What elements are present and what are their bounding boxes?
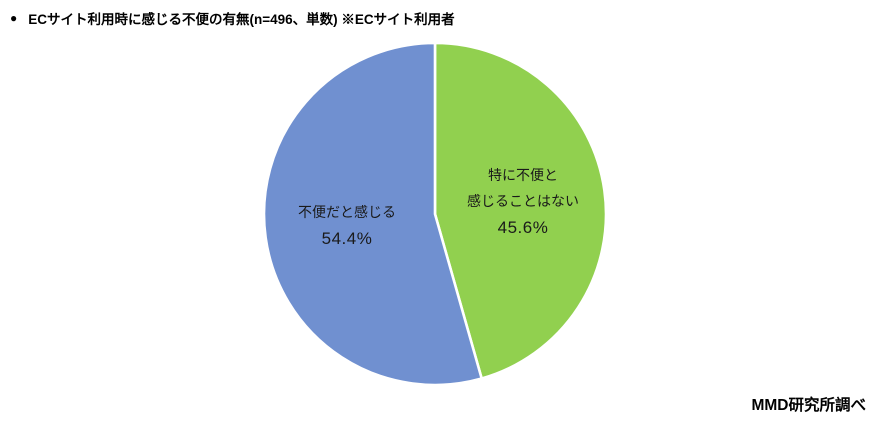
page-title: ECサイト利用時に感じる不便の有無(n=496、単数) ※ECサイト利用者 [28, 12, 455, 27]
source-credit: MMD研究所調べ [751, 397, 866, 414]
chart-header: ● ECサイト利用時に感じる不便の有無(n=496、単数) ※ECサイト利用者 [10, 8, 455, 28]
pie-slice-0 [433, 41, 608, 380]
bullet-icon: ● [10, 11, 18, 25]
pie-slice-1 [262, 41, 483, 387]
